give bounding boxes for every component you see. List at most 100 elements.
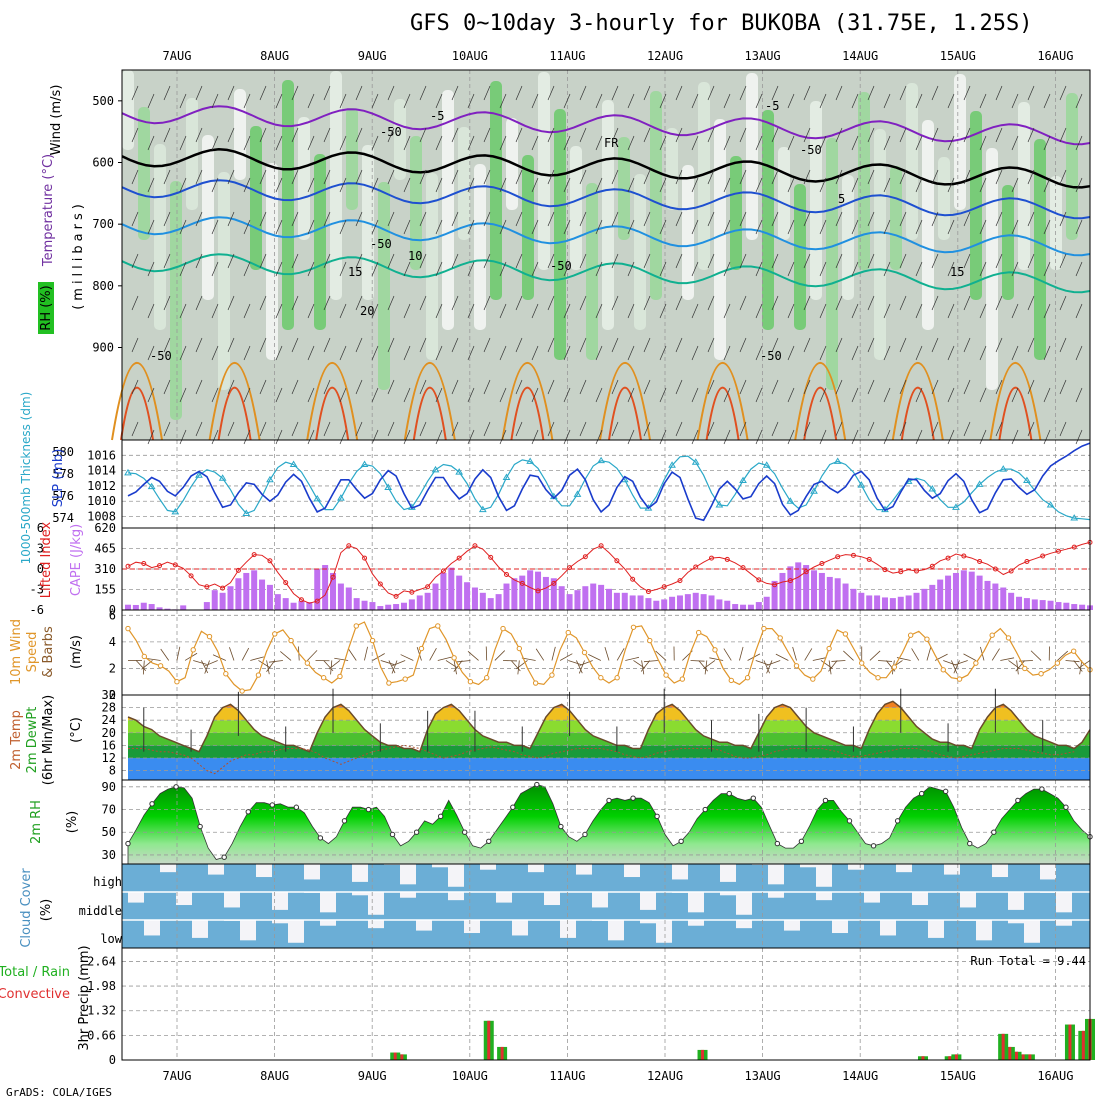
wind-barb xyxy=(675,169,683,185)
cape-bar xyxy=(1063,602,1070,610)
wind-barb xyxy=(547,85,555,101)
isotherm-warm xyxy=(989,362,1042,441)
thickness-marker xyxy=(124,468,132,476)
thickness-marker xyxy=(597,456,605,464)
wind-barb xyxy=(707,211,715,227)
wind10-barb xyxy=(559,653,573,661)
wind-barb xyxy=(531,261,539,277)
wind-barb xyxy=(323,85,331,101)
temp-tick-label: 28 xyxy=(102,701,116,715)
cape-bar xyxy=(826,576,833,610)
wind-barb xyxy=(227,127,235,143)
cloud-gap xyxy=(176,892,192,906)
thickness-tick-label: 580 xyxy=(52,445,74,459)
wind10-barb xyxy=(193,660,207,665)
wind10-barb xyxy=(510,660,521,672)
wind-barb xyxy=(691,345,699,361)
wind-barb xyxy=(515,295,523,311)
li-marker xyxy=(330,574,336,580)
bottom-day-labels: 7AUG 8AUG 9AUG 10AUG 11AUG 12AUG 13AUG 14AUG 15A… xyxy=(163,1069,1074,1083)
wind-barb xyxy=(963,253,971,269)
wind-barb xyxy=(323,337,331,353)
rh-band xyxy=(602,100,614,330)
wind-barb xyxy=(579,253,587,269)
wind-barb xyxy=(147,429,155,445)
wind-barb xyxy=(275,93,283,109)
wind-barb xyxy=(499,135,507,151)
rh-tick-label: 50 xyxy=(102,825,116,839)
wind-barb xyxy=(531,387,539,403)
wind-tick-label: 6 xyxy=(109,608,116,622)
wind10-barb xyxy=(820,660,833,669)
cloud-gap xyxy=(496,892,512,903)
isotherm-hot xyxy=(120,386,154,441)
wind-barb xyxy=(723,135,731,151)
li-marker xyxy=(519,580,525,586)
wind-barb xyxy=(851,261,859,277)
wind-barb xyxy=(163,169,171,185)
wind10-marker xyxy=(728,677,734,684)
wind10-barb xyxy=(1015,660,1026,672)
rh-tick-label: 70 xyxy=(102,803,116,817)
cape-tick-label: 310 xyxy=(94,562,116,576)
bottom-day-label: 14AUG xyxy=(842,1069,878,1083)
cape-bar xyxy=(314,569,321,610)
thickness-marker xyxy=(573,490,582,497)
wind10-barb xyxy=(551,646,556,661)
cape-bar xyxy=(1031,599,1038,610)
wind-barb xyxy=(371,135,379,151)
wind10-marker xyxy=(532,680,539,686)
wind-barb xyxy=(1011,303,1019,319)
cape-bar xyxy=(464,582,471,610)
rh-band xyxy=(650,91,662,300)
wind-barb xyxy=(675,85,683,101)
wind-barb xyxy=(531,345,539,361)
rh-marker xyxy=(726,790,732,797)
wind-barb xyxy=(867,253,875,269)
wind10-marker xyxy=(647,637,653,644)
wind-barb xyxy=(467,93,475,109)
wind-barb xyxy=(483,253,491,269)
isotherm-hot xyxy=(998,386,1033,441)
wind-barb xyxy=(243,219,251,235)
wind-barb xyxy=(899,337,907,353)
cape-bar xyxy=(211,590,218,610)
wind-barb xyxy=(195,253,203,269)
precip-conv-bar xyxy=(701,1049,705,1060)
wind-barb xyxy=(243,93,251,109)
wind10-barb xyxy=(604,646,610,661)
wind-barb xyxy=(1043,387,1051,403)
wind-barb xyxy=(627,219,635,235)
rh-band xyxy=(1066,93,1078,240)
li-marker xyxy=(630,576,636,582)
wind-barb xyxy=(867,379,875,395)
bottom-day-label: 15AUG xyxy=(940,1069,976,1083)
wind-barb xyxy=(643,337,651,353)
thickness-marker xyxy=(975,480,984,487)
wind-barb xyxy=(275,177,283,193)
wind-barb xyxy=(691,261,699,277)
li-marker xyxy=(929,563,935,569)
precip-frame xyxy=(121,947,1091,1061)
rh-band xyxy=(1018,102,1030,270)
wind10-marker xyxy=(891,664,898,670)
rh-band xyxy=(442,90,454,330)
thickness-marker xyxy=(337,494,345,501)
cloud-mid-label: middle xyxy=(79,904,122,918)
wind-barb xyxy=(595,387,603,403)
wind-barb xyxy=(275,387,283,403)
isotherm-hot xyxy=(608,386,642,441)
thickness-marker xyxy=(928,485,937,492)
wind-barb xyxy=(355,337,363,353)
cape-bar xyxy=(148,604,155,610)
cloud-gap xyxy=(864,892,880,903)
wind-barb xyxy=(483,169,491,185)
li-marker xyxy=(803,569,809,575)
wind10-marker xyxy=(875,675,881,681)
wind-barb xyxy=(403,135,411,151)
cape-bar xyxy=(259,579,266,610)
li-marker xyxy=(314,598,320,604)
wind10-barb xyxy=(588,653,602,661)
